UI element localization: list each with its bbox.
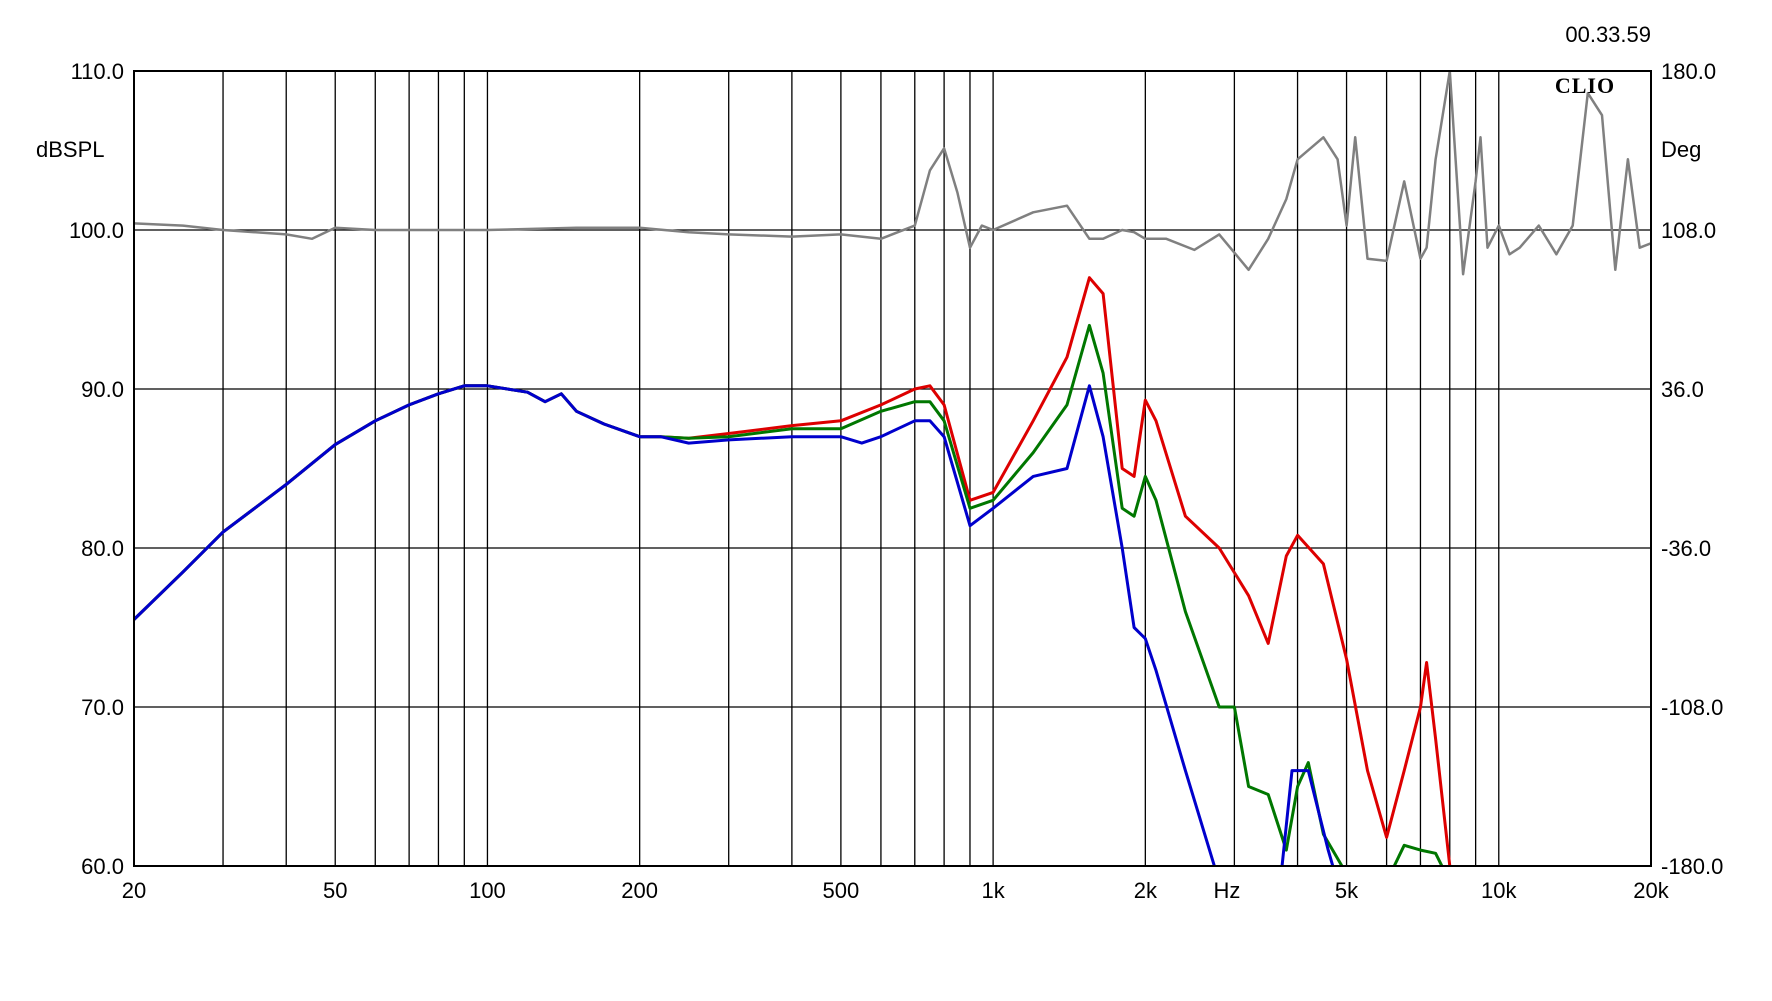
y2-tick-label: -36.0 [1661, 536, 1711, 561]
y-tick-label: 70.0 [81, 695, 124, 720]
timestamp: 00.33.59 [1565, 22, 1651, 47]
x-tick-label: 500 [823, 878, 860, 903]
y2-tick-label: -180.0 [1661, 854, 1723, 879]
y2-tick-label: 108.0 [1661, 218, 1716, 243]
x-tick-label: 100 [469, 878, 506, 903]
series-group [134, 71, 1651, 866]
x-tick-label: 200 [621, 878, 658, 903]
y-tick-label: 90.0 [81, 377, 124, 402]
x-tick-label: 2k [1134, 878, 1158, 903]
y-tick-label: 100.0 [69, 218, 124, 243]
x-axis-unit-label: Hz [1214, 878, 1241, 903]
x-tick-label: 50 [323, 878, 347, 903]
spl-series-line [134, 384, 1335, 866]
y-tick-label: 60.0 [81, 854, 124, 879]
phase-series-line [134, 71, 1651, 276]
y2-tick-label: 36.0 [1661, 377, 1704, 402]
plot-frame [133, 70, 1652, 867]
y2-tick-label: -108.0 [1661, 695, 1723, 720]
axis-labels: 00.33.59 CLIO dBSPL Deg Hz 110.0 100.0 90.… [36, 22, 1723, 903]
x-tick-label: 20 [122, 878, 146, 903]
y-axis-label-left: dBSPL [36, 137, 105, 162]
x-tick-label: 20k [1633, 878, 1669, 903]
y-tick-label: 80.0 [81, 536, 124, 561]
x-tick-label: 1k [981, 878, 1005, 903]
x-tick-label: 10k [1481, 878, 1517, 903]
clio-logo: CLIO [1555, 73, 1615, 98]
y-axis-label-right: Deg [1661, 137, 1701, 162]
y2-tick-label: 180.0 [1661, 59, 1716, 84]
y-tick-label: 110.0 [71, 59, 124, 84]
x-tick-label: 5k [1335, 878, 1359, 903]
